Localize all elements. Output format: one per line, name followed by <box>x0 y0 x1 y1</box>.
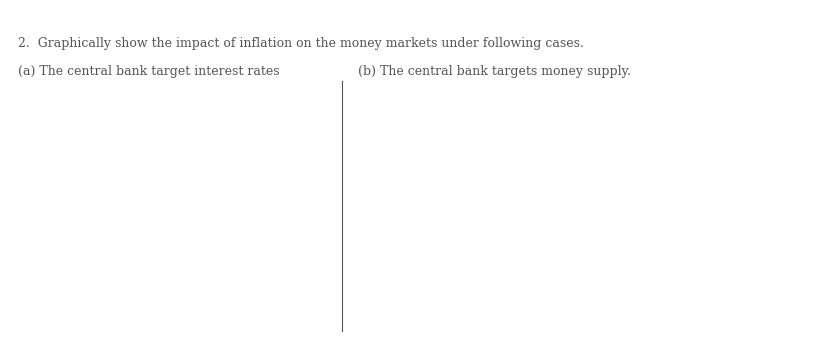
Text: (b) The central bank targets money supply.: (b) The central bank targets money suppl… <box>358 65 631 78</box>
Text: (a) The central bank target interest rates: (a) The central bank target interest rat… <box>18 65 280 78</box>
Text: 2.  Graphically show the impact of inflation on the money markets under followin: 2. Graphically show the impact of inflat… <box>18 37 584 50</box>
